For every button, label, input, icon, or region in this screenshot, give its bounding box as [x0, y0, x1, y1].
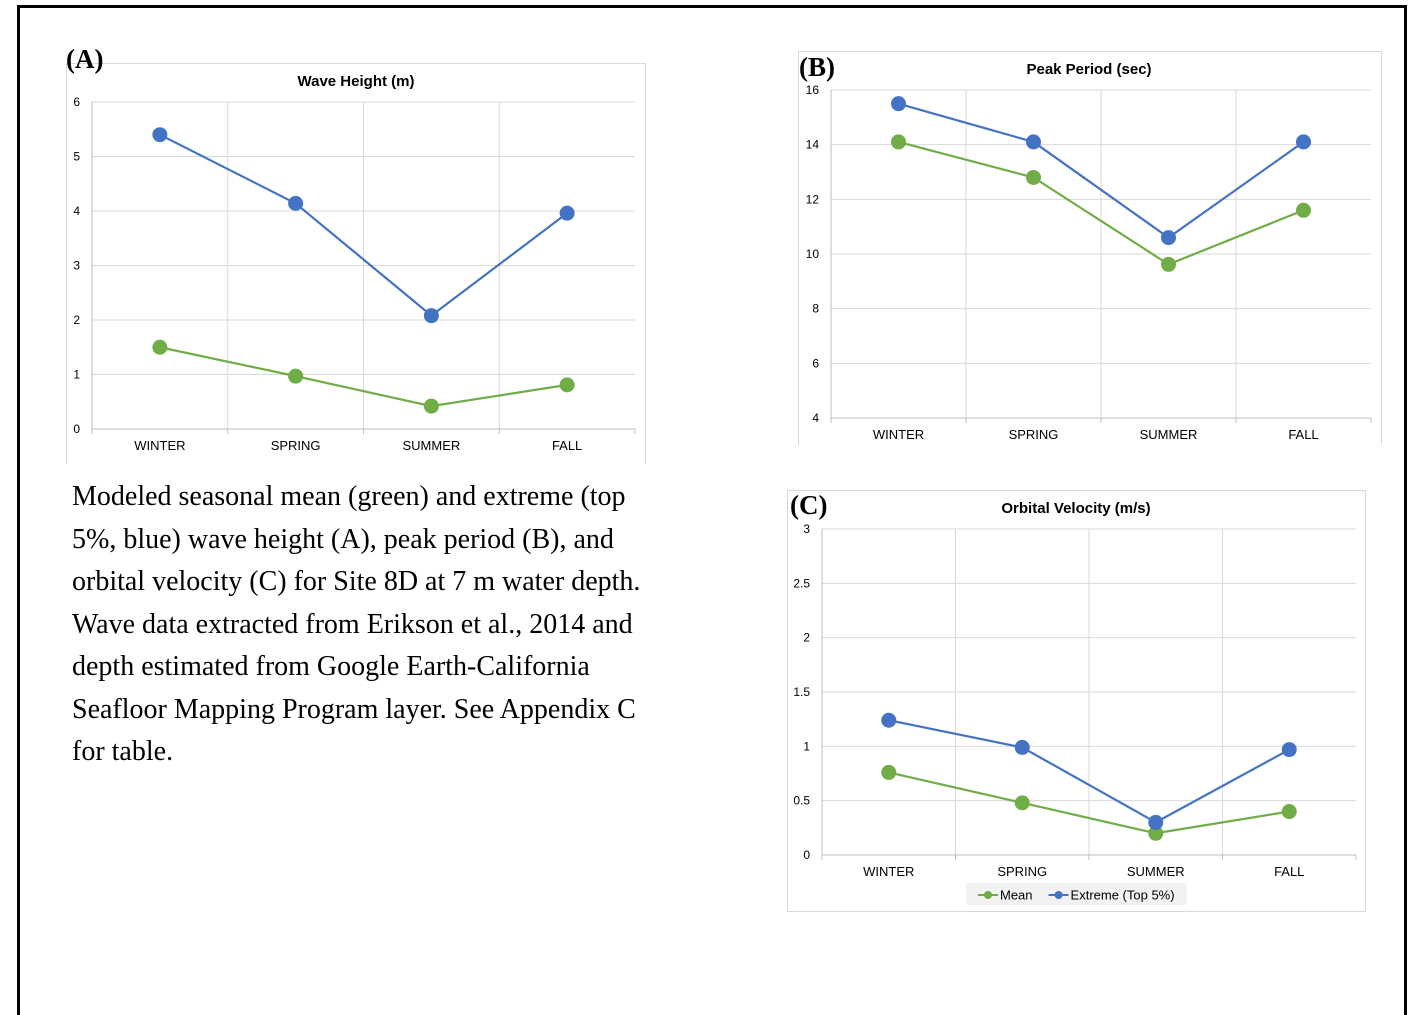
chart-a-x-tick-label: FALL [552, 438, 582, 453]
chart-a-svg: Wave Height (m) 0 1 2 3 4 5 6 WINTER SPRING SUMMER… [73, 73, 636, 453]
chart-c-series-1-point [1014, 739, 1030, 755]
chart-c-series-1-point [1281, 742, 1297, 758]
chart-a-series-0-point [152, 339, 168, 355]
chart-c-legend-marker-1 [1054, 891, 1063, 899]
chart-a-series-0-point [559, 377, 575, 393]
chart-b-series-0-point [1161, 256, 1176, 272]
chart-c-legend-label-0: Mean [1000, 888, 1033, 903]
chart-c-series-line-0 [888, 771, 1290, 835]
figure-caption: Modeled seasonal mean (green) and extrem… [72, 481, 641, 767]
chart-b-y-tick-label: 4 [812, 411, 819, 425]
chart-b-y-tick-label: 10 [806, 247, 820, 261]
chart-b-series-1-point [1161, 230, 1176, 246]
chart-b-svg: Peak Period (sec) 4 6 8 10 12 14 16 WINTER SPRING… [806, 61, 1372, 442]
chart-c-y-tick-label: 1 [803, 739, 810, 753]
chart-b-y-tick-label: 6 [812, 356, 819, 370]
chart-b-y-tick-label: 12 [806, 192, 820, 206]
chart-c-y-tick-label: 2.5 [793, 576, 810, 590]
panel-label-c: (C) [790, 490, 828, 520]
chart-b-series-1-point [1296, 134, 1311, 150]
chart-a-y-tick-label: 1 [73, 368, 80, 382]
chart-a-y-tick-label: 6 [73, 95, 80, 109]
chart-c-series-1-point [1148, 814, 1164, 830]
chart-panel-b: Peak Period (sec) 4 6 8 10 12 14 16 WINTER SPRING… [798, 51, 1382, 445]
chart-c-chart-title: Orbital Velocity (m/s) [1001, 500, 1150, 517]
chart-a-y-tick-label: 2 [73, 313, 80, 327]
chart-c-y-tick-label: 2 [803, 631, 810, 645]
chart-a-x-tick-label: SUMMER [402, 438, 460, 453]
chart-c-series-line-1 [888, 719, 1290, 824]
chart-b-series-line-1 [898, 102, 1305, 239]
chart-a-y-tick-label: 5 [73, 150, 80, 164]
chart-b-y-tick-label: 14 [806, 138, 820, 152]
chart-c-y-tick-label: 3 [803, 522, 810, 536]
chart-a-series-1-point [152, 127, 168, 143]
chart-b-series-1-point [1026, 134, 1041, 150]
figure-frame [17, 5, 1407, 1015]
chart-panel-a: Wave Height (m) 0 1 2 3 4 5 6 WINTER SPRING SUMMER… [66, 63, 646, 464]
chart-c-x-tick-label: WINTER [863, 864, 914, 879]
chart-b-y-tick-label: 8 [812, 302, 819, 316]
chart-a-chart-title: Wave Height (m) [298, 73, 415, 90]
chart-b-series-0-point [891, 134, 906, 150]
chart-c-series-0-point [1014, 795, 1030, 811]
chart-c-svg: Orbital Velocity (m/s) 0 0.5 1 1.5 2 2.5 3 WINTE… [793, 500, 1357, 905]
chart-a-y-tick-label: 0 [73, 422, 80, 436]
chart-c-legend-box [966, 883, 1187, 905]
chart-c-series-1-point [881, 712, 897, 728]
chart-a-y-tick-label: 4 [73, 204, 80, 218]
chart-c-x-tick-label: SPRING [997, 864, 1047, 879]
chart-a-x-tick-label: WINTER [134, 438, 185, 453]
chart-b-series-line-0 [898, 140, 1304, 266]
chart-b-series-1-point [891, 96, 906, 112]
panel-label-a: (A) [66, 44, 104, 74]
chart-c-x-tick-label: SUMMER [1127, 864, 1185, 879]
chart-a-series-1-point [423, 308, 439, 324]
chart-c-y-tick-label: 0.5 [793, 794, 810, 808]
chart-a-y-tick-label: 3 [73, 259, 80, 273]
chart-b-x-tick-label: FALL [1288, 427, 1318, 442]
chart-c-series-0-point [1148, 825, 1164, 841]
chart-a-series-1-point [559, 205, 575, 221]
chart-b-series-0-point [1026, 169, 1041, 185]
chart-a-series-line-0 [159, 346, 568, 408]
chart-b-y-tick-label: 16 [806, 83, 820, 97]
chart-c-y-tick-label: 1.5 [793, 685, 810, 699]
chart-c-legend-marker-0 [984, 891, 992, 899]
chart-b-series-0-point [1296, 202, 1311, 218]
chart-c-series-0-point [1281, 804, 1297, 820]
chart-b-x-tick-label: WINTER [873, 427, 924, 442]
chart-b-x-tick-label: SPRING [1009, 427, 1059, 442]
panel-label-b: (B) [799, 52, 835, 82]
chart-c-y-tick-label: 0 [803, 848, 810, 862]
chart-a-series-line-1 [159, 133, 568, 318]
chart-b-x-tick-label: SUMMER [1140, 427, 1198, 442]
chart-a-x-tick-label: SPRING [271, 438, 321, 453]
chart-a-series-1-point [288, 195, 304, 211]
chart-a-series-0-point [423, 398, 439, 414]
chart-a-series-0-point [288, 368, 304, 384]
chart-panel-c: Orbital Velocity (m/s) 0 0.5 1 1.5 2 2.5 3 WINTE… [787, 490, 1366, 912]
chart-c-legend-label-1: Extreme (Top 5%) [1071, 888, 1175, 903]
chart-c-x-tick-label: FALL [1274, 864, 1304, 879]
chart-b-chart-title: Peak Period (sec) [1026, 61, 1151, 78]
chart-c-series-0-point [881, 764, 897, 780]
